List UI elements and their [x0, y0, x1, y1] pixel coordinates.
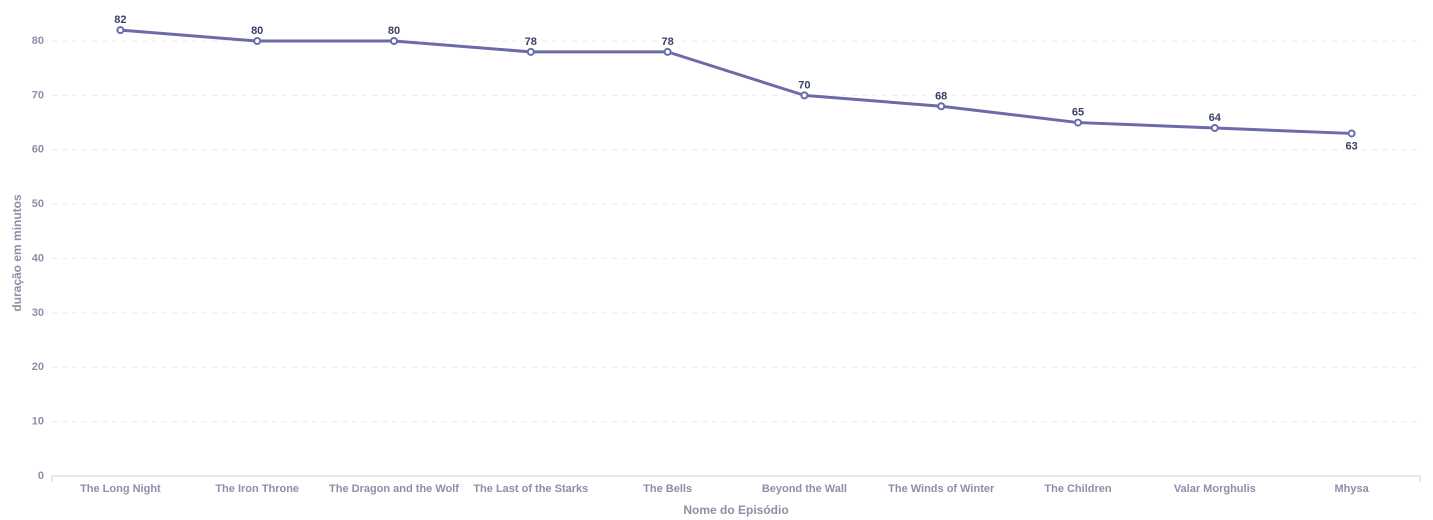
y-tick-label: 30 [32, 307, 44, 319]
data-label: 65 [1072, 107, 1084, 119]
y-axis-title: duração em minutos [10, 194, 24, 312]
grid [52, 40, 1420, 423]
x-axis-ticks: The Long Night The Iron Throne The Dragon … [80, 483, 1370, 495]
x-tick-label: The Children [1044, 483, 1112, 495]
x-tick-label: Beyond the Wall [762, 483, 847, 495]
y-axis-ticks: 0 10 20 30 40 50 60 70 80 [32, 35, 44, 482]
data-label: 68 [935, 90, 947, 102]
data-point [390, 37, 398, 45]
data-label: 78 [525, 36, 537, 48]
x-axis-title: Nome do Episódio [683, 503, 788, 517]
y-tick-label: 0 [38, 470, 44, 482]
y-tick-label: 40 [32, 252, 44, 264]
x-tick-label: The Long Night [80, 483, 161, 495]
data-point [1347, 129, 1356, 138]
axes [51, 475, 1421, 482]
y-tick-label: 80 [32, 35, 44, 47]
series-line [118, 28, 1354, 135]
data-label: 64 [1209, 112, 1222, 124]
data-point [800, 91, 809, 100]
y-tick-label: 70 [32, 89, 44, 101]
data-point [253, 37, 262, 45]
x-tick-label: Mhysa [1334, 483, 1369, 495]
y-tick-label: 20 [32, 361, 44, 373]
data-label: 82 [114, 14, 126, 26]
y-tick-label: 50 [32, 198, 44, 210]
data-labels: 82 80 80 78 78 70 68 65 64 63 [114, 14, 1357, 152]
x-tick-label: The Winds of Winter [888, 483, 995, 495]
data-label: 78 [661, 36, 673, 48]
data-point [1074, 118, 1082, 127]
data-point [663, 47, 672, 56]
data-label: 80 [251, 25, 263, 37]
x-tick-label: The Iron Throne [215, 483, 299, 495]
y-tick-label: 60 [32, 144, 44, 156]
data-label: 80 [388, 25, 400, 37]
data-point [1210, 124, 1219, 132]
x-tick-label: The Last of the Starks [473, 483, 588, 495]
x-tick-label: Valar Morghulis [1174, 483, 1256, 495]
x-tick-label: The Bells [643, 483, 692, 495]
y-tick-label: 10 [32, 416, 44, 428]
data-point [116, 26, 125, 35]
data-label: 63 [1345, 140, 1357, 152]
data-point [937, 102, 946, 111]
data-label: 70 [798, 79, 810, 91]
data-point [526, 47, 535, 56]
x-tick-label: The Dragon and the Wolf [329, 483, 459, 495]
series [116, 26, 1356, 138]
